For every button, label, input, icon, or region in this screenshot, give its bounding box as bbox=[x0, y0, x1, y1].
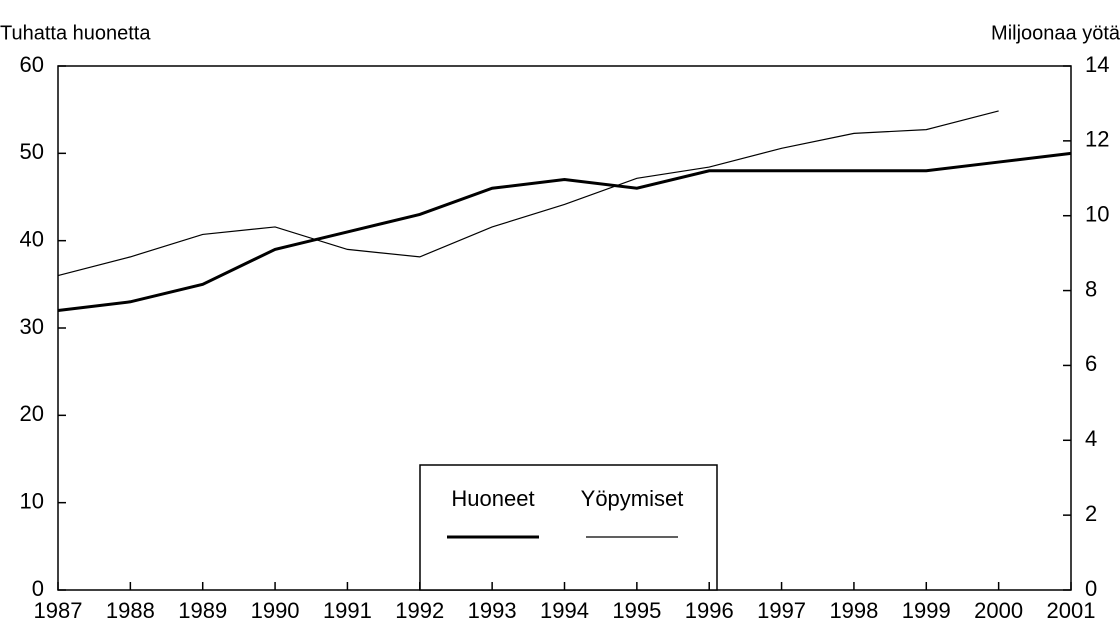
x-tick-label: 1993 bbox=[468, 598, 517, 623]
y2-tick-label: 0 bbox=[1085, 576, 1097, 601]
y2-axis-label: Miljoonaa yötä bbox=[991, 22, 1120, 44]
x-tick-label: 2000 bbox=[974, 598, 1023, 623]
y2-tick-label: 8 bbox=[1085, 276, 1097, 301]
y-tick-label: 10 bbox=[20, 488, 44, 513]
y-tick-label: 60 bbox=[20, 52, 44, 77]
x-tick-label: 1992 bbox=[395, 598, 444, 623]
legend-label: Yöpymiset bbox=[581, 486, 684, 511]
y-tick-label: 50 bbox=[20, 139, 44, 164]
x-tick-label: 1988 bbox=[106, 598, 155, 623]
y-axis-label: Tuhatta huonetta bbox=[0, 22, 151, 44]
y-tick-label: 0 bbox=[32, 576, 44, 601]
y2-tick-label: 6 bbox=[1085, 351, 1097, 376]
y-tick-label: 20 bbox=[20, 401, 44, 426]
y2-tick-label: 4 bbox=[1085, 426, 1097, 451]
data-line bbox=[57, 151, 1072, 313]
x-tick-label: 1994 bbox=[540, 598, 589, 623]
y2-tick-label: 12 bbox=[1085, 127, 1109, 152]
data-line bbox=[57, 110, 999, 277]
y2-tick-label: 10 bbox=[1085, 202, 1109, 227]
y2-tick-label: 14 bbox=[1085, 52, 1109, 77]
x-tick-label: 1996 bbox=[685, 598, 734, 623]
x-tick-label: 1990 bbox=[251, 598, 300, 623]
x-tick-label: 1997 bbox=[757, 598, 806, 623]
legend-label: Huoneet bbox=[451, 486, 534, 511]
x-tick-label: 1995 bbox=[612, 598, 661, 623]
y-tick-label: 40 bbox=[20, 226, 44, 251]
y2-tick-label: 2 bbox=[1085, 501, 1097, 526]
x-tick-label: 2001 bbox=[1047, 598, 1096, 623]
x-tick-label: 1989 bbox=[178, 598, 227, 623]
x-tick-label: 1999 bbox=[902, 598, 951, 623]
x-tick-label: 1998 bbox=[829, 598, 878, 623]
x-tick-label: 1987 bbox=[34, 598, 83, 623]
x-tick-label: 1991 bbox=[323, 598, 372, 623]
y-tick-label: 30 bbox=[20, 314, 44, 339]
legend-box bbox=[419, 464, 718, 591]
